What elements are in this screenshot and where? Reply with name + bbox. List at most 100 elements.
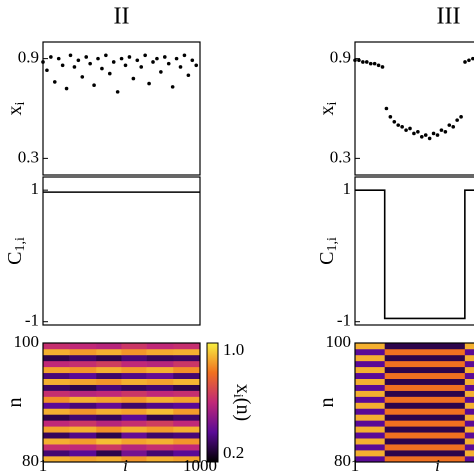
heatmap-cell [355, 360, 386, 368]
label-text: C [4, 252, 26, 265]
point [423, 133, 428, 137]
heatmap-cell [146, 420, 174, 427]
heatmap-cell [464, 402, 474, 409]
colorbar-tick-label: 1.0 [223, 340, 244, 359]
heatmap-cell [173, 378, 201, 385]
y-tick-label: 100 [326, 332, 352, 351]
y-tick-label: 80 [334, 451, 351, 470]
heatmap-cell [43, 372, 70, 379]
label-text: C [316, 252, 338, 265]
panel-title: II [114, 4, 130, 30]
heatmap-cell [121, 402, 147, 409]
heatmap-cell [96, 420, 122, 427]
heatmap-cell [121, 348, 147, 356]
heatmap-cell [464, 343, 474, 350]
heatmap-cell [384, 354, 466, 362]
colorbar [206, 342, 219, 463]
point [135, 58, 140, 63]
heatmap-cell [121, 432, 147, 439]
heatmap-cell [121, 414, 147, 421]
heatmap-cell [69, 438, 97, 445]
heatmap-cell [384, 372, 466, 379]
heatmap-cell [146, 396, 174, 403]
heatmap-cell [96, 366, 122, 374]
point [368, 61, 373, 66]
point [357, 58, 361, 63]
point [155, 56, 159, 61]
point [190, 58, 195, 63]
point [174, 56, 179, 61]
heatmap-cell [173, 372, 201, 379]
heatmap-cell [355, 426, 386, 433]
point [392, 120, 397, 124]
heatmap-cell [384, 438, 466, 445]
heatmap-cell [146, 348, 174, 356]
heatmap-cell [96, 348, 122, 356]
point [384, 106, 389, 111]
heatmap-cell [69, 450, 97, 457]
heatmap-cell [355, 408, 386, 415]
heatmap-cell [173, 408, 201, 415]
plot-frame [42, 342, 201, 463]
point [56, 56, 61, 61]
heatmap-cell [464, 450, 474, 457]
heatmap-cell [173, 390, 201, 397]
point [104, 53, 108, 58]
heatmap-cell [464, 348, 474, 356]
heatmap-cell [146, 360, 174, 368]
y-tick-label: 1 [31, 179, 40, 198]
axis-label: n [4, 398, 26, 408]
heatmap-cell [96, 450, 122, 457]
heatmap-cell [464, 390, 474, 397]
heatmap-cell [146, 426, 174, 433]
heatmap-cell [43, 348, 70, 356]
point [159, 70, 163, 74]
colorbar-tick-label: 0.2 [223, 443, 244, 462]
heatmap-cell [173, 402, 201, 409]
y-tick-label: 0.3 [18, 147, 39, 166]
heatmap-cell [384, 456, 466, 463]
heatmap-cell [146, 354, 174, 362]
heatmap-cell [355, 348, 386, 356]
heatmap-cell [69, 378, 97, 385]
axis-label: xi [316, 101, 341, 115]
heatmap-cell [43, 450, 70, 457]
heatmap-cell [173, 432, 201, 439]
heatmap-cell [121, 390, 147, 397]
heatmap-cell [121, 384, 147, 391]
heatmap-cell [96, 432, 122, 439]
label-sub: 1,i [325, 237, 340, 252]
heatmap-cell [355, 396, 386, 403]
heatmap-cell [96, 396, 122, 403]
heatmap-cell [121, 360, 147, 368]
heatmap-cell [146, 450, 174, 457]
heatmap-cell [69, 456, 97, 463]
point [100, 66, 104, 71]
point [400, 124, 404, 129]
heatmap-cell [173, 420, 201, 427]
heatmap-cell [121, 378, 147, 385]
heatmap-cell [355, 420, 386, 427]
point [96, 56, 100, 61]
point [115, 90, 120, 94]
point [119, 56, 124, 61]
heatmap-cell [464, 414, 474, 421]
heatmap-cell [146, 456, 174, 463]
heatmap-cell [43, 343, 70, 350]
heatmap-cell [146, 414, 174, 421]
heatmap-cell [464, 432, 474, 439]
label-text: n [4, 398, 26, 408]
point [162, 55, 167, 59]
point [455, 118, 459, 122]
heatmap-cell [96, 372, 122, 379]
heatmap-cell [96, 426, 122, 433]
heatmap-cell [146, 384, 174, 391]
heatmap-cell [355, 372, 386, 379]
point [376, 63, 381, 68]
point [60, 63, 65, 68]
axis-label: C1,i [316, 237, 341, 265]
point [72, 65, 77, 69]
heatmap-cell [121, 444, 147, 451]
point [435, 133, 440, 137]
heatmap-cell [384, 432, 466, 439]
